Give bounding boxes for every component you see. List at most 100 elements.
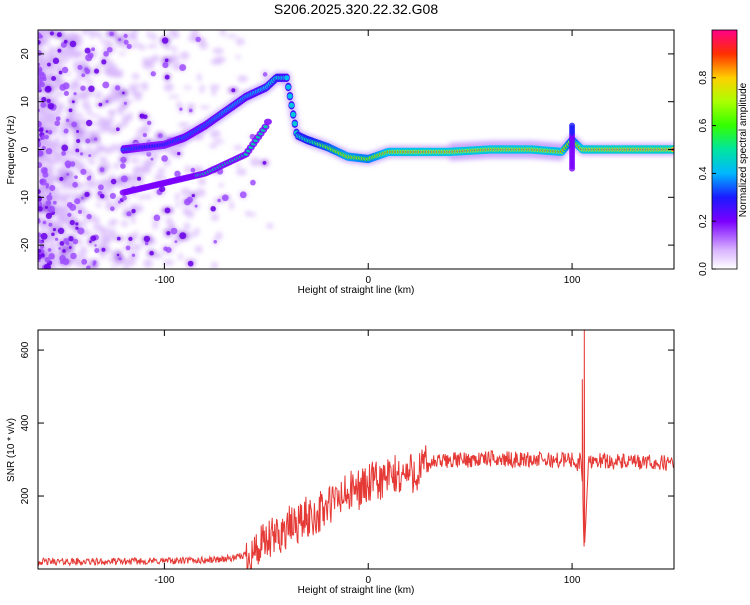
noise-dot xyxy=(39,178,47,186)
noise-dot xyxy=(38,66,43,73)
noise-dot xyxy=(85,119,93,127)
noise-dot xyxy=(39,244,45,249)
noise-dot xyxy=(71,121,77,128)
noise-dot xyxy=(126,43,132,50)
noise-blob xyxy=(163,259,175,266)
branch-blob xyxy=(263,118,272,125)
noise-blob xyxy=(94,94,100,99)
noise-blob xyxy=(111,265,116,269)
noise-blob xyxy=(84,169,93,178)
noise-dot xyxy=(94,248,100,254)
noise-blob xyxy=(98,32,103,40)
noise-dot xyxy=(54,120,61,127)
noise-blob xyxy=(166,30,174,35)
noise-blob xyxy=(49,97,59,101)
noise-dot xyxy=(179,232,187,240)
noise-dot xyxy=(38,85,42,92)
noise-blob xyxy=(55,65,64,69)
noise-blob xyxy=(197,73,202,82)
noise-dot xyxy=(58,70,63,75)
noise-dot xyxy=(213,240,218,244)
noise-dot xyxy=(61,66,69,74)
noise-blob xyxy=(99,156,108,165)
noise-blob xyxy=(199,85,205,89)
noise-blob xyxy=(60,196,68,204)
noise-dot xyxy=(94,68,100,74)
noise-dot xyxy=(51,232,55,237)
noise-dot xyxy=(109,31,114,37)
noise-dot xyxy=(120,163,126,169)
noise-dot xyxy=(142,133,147,138)
noise-dot xyxy=(153,214,161,222)
noise-blob xyxy=(47,165,55,174)
noise-dot xyxy=(123,101,127,105)
noise-blob xyxy=(103,67,114,74)
noise-blob xyxy=(199,105,211,110)
noise-blob xyxy=(134,134,144,139)
noise-blob xyxy=(57,102,65,109)
noise-dot xyxy=(38,32,42,40)
noise-dot xyxy=(39,81,45,88)
noise-dot xyxy=(68,108,73,113)
noise-dot xyxy=(40,232,48,240)
noise-dot xyxy=(125,245,131,251)
noise-blob xyxy=(50,243,59,248)
noise-blob xyxy=(236,54,241,60)
noise-dot xyxy=(174,240,178,244)
noise-blob xyxy=(168,95,180,99)
snr-y-axis: 200 400 600 xyxy=(20,341,674,504)
noise-blob xyxy=(213,139,225,144)
noise-dot xyxy=(106,46,113,53)
noise-dot xyxy=(179,64,187,72)
noise-dot xyxy=(88,85,95,93)
noise-blob xyxy=(123,265,128,269)
spectrogram-ridge xyxy=(118,71,674,172)
noise-dot xyxy=(170,227,178,235)
y-tick-label: -10 xyxy=(20,190,31,205)
noise-blob xyxy=(172,62,182,71)
noise-blob xyxy=(180,188,191,196)
noise-blob xyxy=(146,30,152,39)
noise-blob xyxy=(100,39,110,45)
noise-blob xyxy=(132,243,142,251)
noise-dot xyxy=(38,195,42,202)
noise-blob xyxy=(134,92,143,101)
noise-blob xyxy=(110,144,121,152)
noise-dot xyxy=(74,175,78,179)
snr-series xyxy=(38,330,674,569)
ridge-mid xyxy=(290,111,296,118)
noise-blob xyxy=(208,143,218,148)
noise-blob xyxy=(38,56,44,65)
noise-dot xyxy=(44,205,48,209)
noise-blob xyxy=(133,230,139,240)
noise-blob xyxy=(76,75,83,80)
noise-dot xyxy=(43,263,51,269)
noise-blob xyxy=(104,184,112,193)
noise-blob xyxy=(186,103,196,108)
noise-blob xyxy=(129,254,138,261)
noise-blob xyxy=(122,114,130,123)
noise-dot xyxy=(59,176,64,182)
noise-blob xyxy=(107,128,118,134)
noise-dot xyxy=(116,236,121,241)
noise-dot-layer xyxy=(38,31,268,269)
noise-dot xyxy=(38,127,44,133)
noise-dot xyxy=(85,54,93,62)
noise-dot xyxy=(47,62,51,67)
noise-blob xyxy=(40,157,46,164)
noise-dot xyxy=(69,40,77,48)
noise-dot xyxy=(52,200,57,205)
noise-dot xyxy=(94,244,97,247)
noise-blob xyxy=(175,192,180,202)
ridge-mid xyxy=(292,121,298,127)
noise-blob xyxy=(165,217,173,225)
noise-dot xyxy=(77,227,85,235)
noise-dot xyxy=(116,253,120,257)
noise-blob xyxy=(78,132,87,140)
noise-dot xyxy=(64,160,72,168)
noise-dot xyxy=(45,212,52,220)
noise-dot xyxy=(46,194,53,201)
noise-dot xyxy=(38,232,42,238)
noise-dot xyxy=(144,241,149,246)
